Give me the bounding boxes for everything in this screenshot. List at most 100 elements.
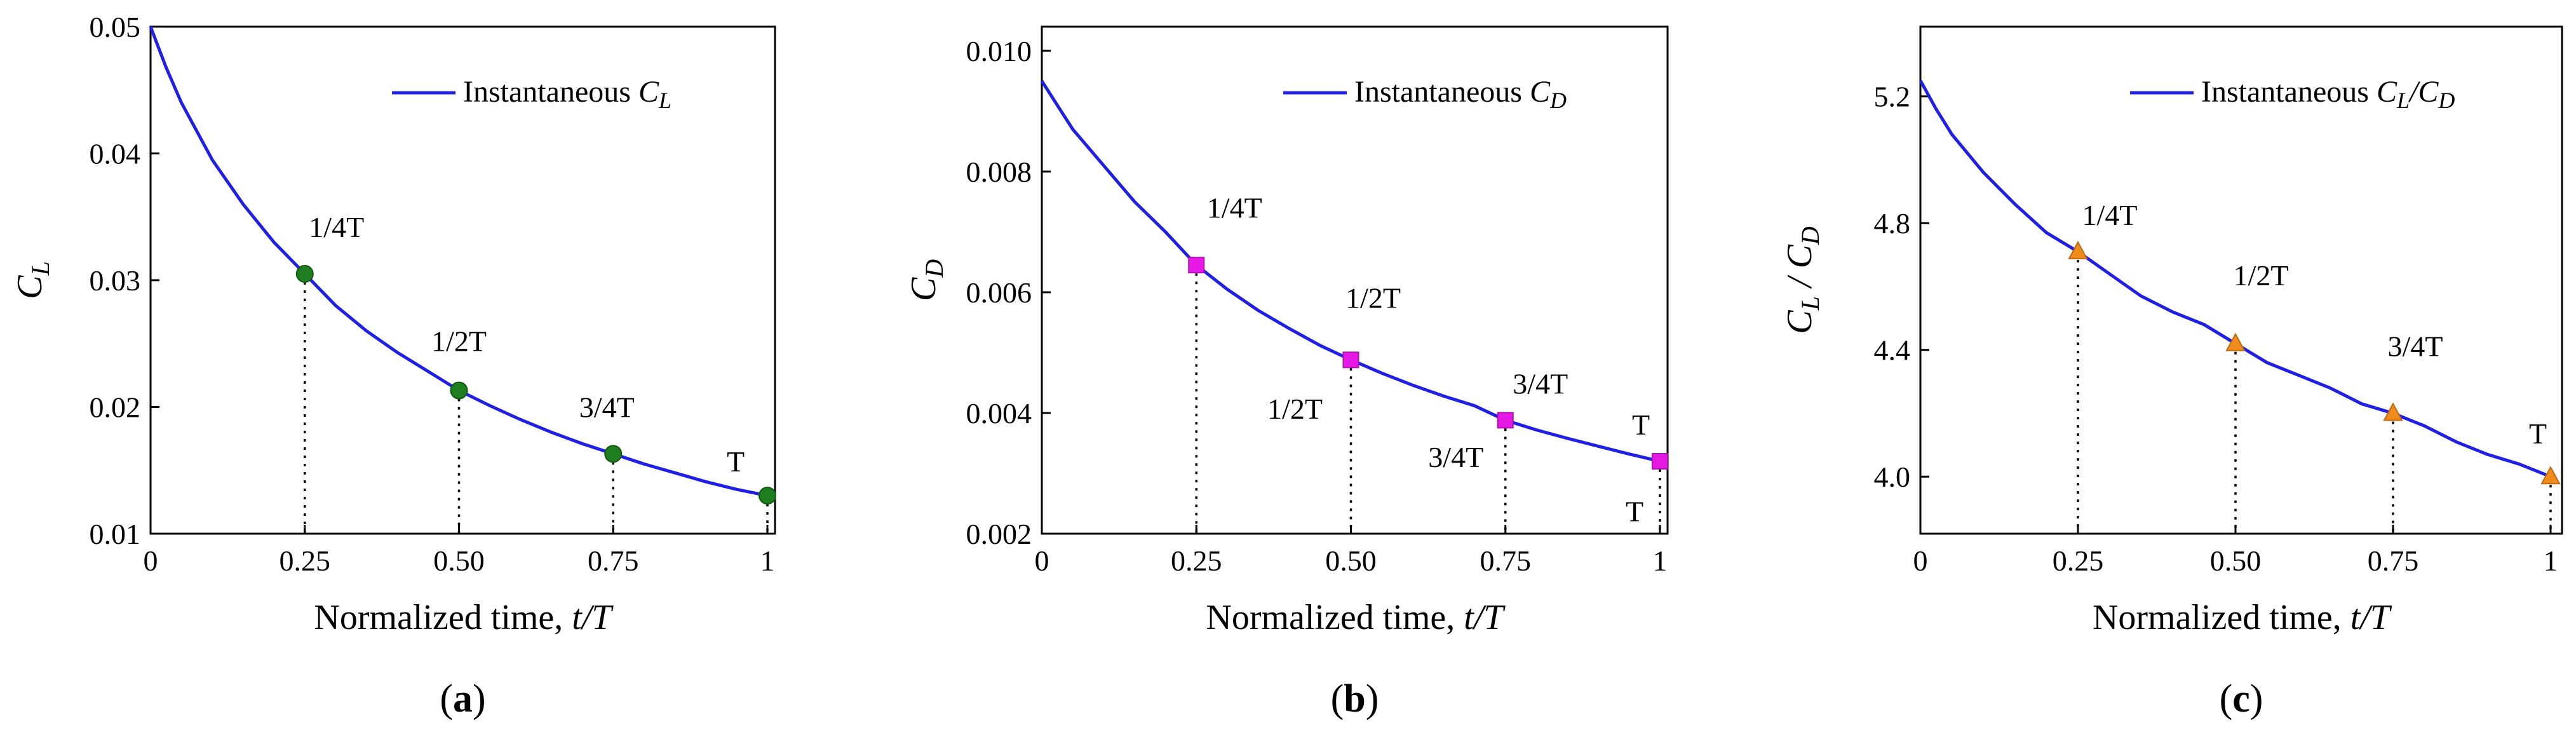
x-tick-label: 0.25	[1171, 544, 1222, 577]
series-line-0	[1919, 79, 2551, 478]
x-axis-label: Normalized time, t/T	[314, 598, 614, 637]
x-axis-label: Normalized time, t/T	[1206, 598, 1506, 637]
y-tick-label: 4.4	[1874, 334, 1911, 367]
point-annotation: T	[2529, 417, 2547, 450]
x-tick-label: 0	[1913, 544, 1928, 577]
legend-sub2: D	[2438, 88, 2455, 113]
panel-label: (c)	[2220, 677, 2263, 720]
y-axis-label: CL	[10, 261, 55, 299]
panel-label: (a)	[440, 677, 485, 720]
y-axis-label-sub: L	[26, 261, 55, 276]
data-point-marker	[450, 381, 468, 400]
panel-paren-close: )	[2250, 677, 2263, 720]
legend-var: C	[1530, 75, 1551, 109]
x-tick-label: 0.25	[2053, 544, 2104, 577]
x-axis-label: Normalized time, t/T	[2093, 598, 2392, 637]
x-tick-label: 0.75	[588, 544, 639, 577]
y-tick-label: 0.02	[90, 391, 141, 424]
legend-label: Instantaneous CL	[463, 75, 671, 113]
point-annotation: 3/4T	[1428, 441, 1483, 473]
series-line-0	[149, 26, 768, 497]
point-annotation: T	[1632, 409, 1650, 441]
panel-paren-close: )	[473, 677, 486, 720]
plot-frame	[1041, 25, 1669, 535]
x-axis-label-var: t/T	[1464, 598, 1506, 637]
point-annotation: 1/4T	[1207, 191, 1262, 224]
y-tick-label: 4.8	[1874, 207, 1911, 240]
legend-label: Instantaneous CD	[1354, 75, 1567, 113]
legend-sub: D	[1549, 88, 1567, 113]
data-point-marker	[1497, 412, 1514, 429]
x-tick-label: 0	[144, 544, 158, 577]
point-annotation: T	[1626, 496, 1643, 528]
legend-var: C	[2377, 75, 2397, 109]
point-annotation: 1/2T	[2234, 259, 2289, 292]
plot-frame	[1919, 25, 2563, 535]
point-annotation: 3/4T	[579, 391, 635, 423]
data-point-marker	[2383, 402, 2403, 421]
y-axis-label-var: C	[10, 275, 50, 299]
y-tick-label: 0.004	[966, 397, 1032, 429]
y-tick-label: 0.006	[966, 276, 1032, 309]
point-annotation: 1/2T	[1345, 281, 1401, 314]
data-point-marker	[759, 487, 776, 505]
x-tick-label: 0.75	[2368, 544, 2419, 577]
legend-sub: L	[658, 88, 671, 113]
y-axis-label-sub2: D	[1796, 226, 1824, 245]
point-annotation: T	[727, 445, 745, 478]
chart-panel-a: 0 0.25 0.50 0.75 1 0.01 0.02 0.03 0.04 0.05 1/4T 1/…	[10, 11, 776, 720]
legend-tail: /C	[2408, 75, 2439, 109]
y-tick-label: 0.05	[90, 11, 141, 43]
x-axis-label-text: Normalized time,	[314, 598, 572, 637]
point-annotation: 1/2T	[431, 325, 487, 358]
panel-paren-open: (	[440, 677, 453, 720]
data-point-marker	[2068, 241, 2088, 260]
panel-letter: c	[2232, 677, 2250, 720]
point-annotation: 1/4T	[2082, 199, 2138, 231]
data-point-marker	[1342, 351, 1359, 368]
y-tick-label: 0.04	[90, 138, 141, 170]
point-annotation: 3/4T	[1513, 367, 1568, 400]
legend-text: Instantaneous	[2201, 75, 2377, 109]
x-axis-label-text: Normalized time,	[2093, 598, 2350, 637]
y-axis-label-var: C	[1780, 310, 1819, 334]
panel-label: (b)	[1331, 677, 1379, 720]
data-point-marker	[295, 265, 314, 283]
legend-var: C	[638, 75, 659, 109]
panel-letter: a	[453, 677, 473, 720]
data-point-marker	[1652, 453, 1668, 470]
x-axis-label-var: t/T	[572, 598, 614, 637]
y-tick-label: 0.002	[966, 518, 1032, 550]
panel-paren-open: (	[1331, 677, 1344, 720]
x-tick-label: 1	[760, 544, 775, 577]
data-point-marker	[2225, 332, 2246, 351]
y-axis-label-rest: / C	[1780, 245, 1819, 297]
y-axis-label: CD	[904, 259, 948, 301]
y-axis-label: CL / CD	[1780, 226, 1824, 334]
legend-sub: L	[2396, 88, 2410, 113]
panel-paren-close: )	[1366, 677, 1379, 720]
x-tick-label: 0.50	[2210, 544, 2262, 577]
y-axis-label-sub: L	[1796, 296, 1824, 311]
chart-panel-b: 0 0.25 0.50 0.75 1 0.002 0.004 0.006 0.008 0.010 1…	[904, 25, 1669, 720]
y-tick-label: 4.0	[1874, 461, 1911, 493]
chart-panel-c: 0 0.25 0.50 0.75 1 4.0 4.4 4.8 5.2 1/4T 1/2T 3/4T T I…	[1780, 25, 2563, 720]
legend-label: Instantaneous CL/CD	[2201, 75, 2455, 113]
data-point-marker	[604, 445, 623, 463]
panel-letter: b	[1344, 677, 1365, 720]
x-tick-label: 0	[1035, 544, 1049, 577]
x-tick-label: 0.75	[1480, 544, 1532, 577]
y-axis-label-sub: D	[920, 259, 948, 278]
legend-text: Instantaneous	[463, 75, 638, 109]
x-tick-label: 1	[2544, 544, 2558, 577]
data-point-marker	[2540, 466, 2561, 485]
y-tick-label: 5.2	[1874, 81, 1911, 113]
x-tick-label: 0.50	[1325, 544, 1377, 577]
x-axis-label-var: t/T	[2350, 598, 2392, 637]
point-annotation: 1/4T	[309, 211, 364, 243]
data-point-marker	[1188, 257, 1205, 274]
panel-paren-open: (	[2220, 677, 2233, 720]
series-line-0	[1040, 80, 1661, 463]
point-annotation: 3/4T	[2388, 330, 2443, 362]
